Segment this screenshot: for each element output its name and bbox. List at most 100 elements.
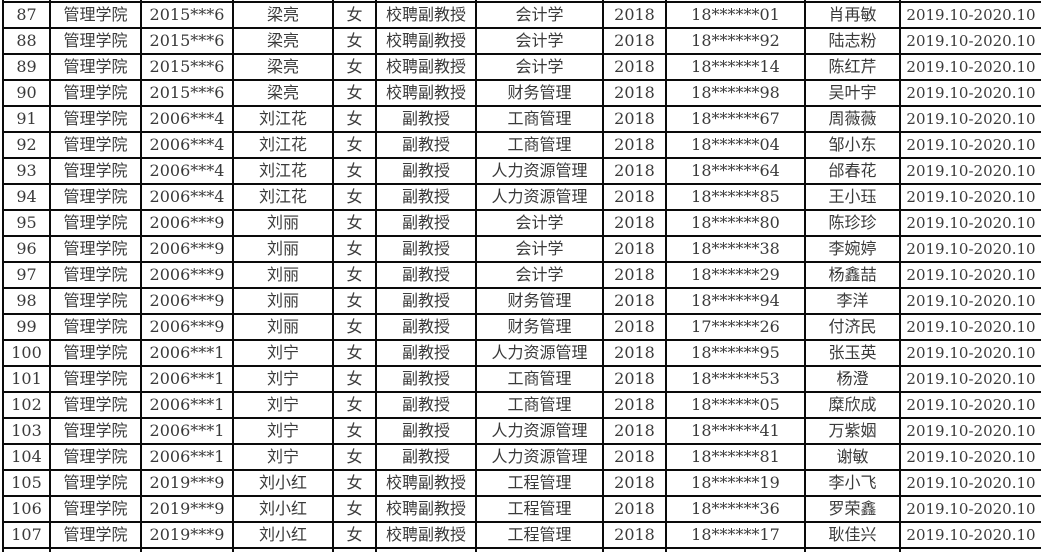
title-cell: 校聘副教授 [375, 27, 477, 55]
row-number-cell: 89 [2, 53, 51, 81]
year-cell: 2018 [602, 313, 667, 341]
title-cell: 副教授 [375, 131, 477, 159]
gender-cell: 女 [332, 235, 377, 263]
major-cell: 财务管理 [475, 313, 604, 341]
teacher-name-cell: 刘宁 [232, 443, 334, 471]
teacher-id-cell: 2006***4 [140, 183, 234, 211]
student-name-cell: 陈珍珍 [804, 209, 901, 237]
student-name-cell: 罗荣鑫 [804, 495, 901, 523]
gender-cell: 女 [332, 209, 377, 237]
major-cell: 工商管理 [475, 365, 604, 393]
year-cell: 2018 [602, 365, 667, 393]
table-cell [332, 547, 377, 552]
period-cell: 2019.10-2020.10 [899, 27, 1041, 55]
table-cell [2, 547, 51, 552]
title-cell: 校聘副教授 [375, 495, 477, 523]
student-name-cell: 陈红芹 [804, 53, 901, 81]
college-cell: 管理学院 [49, 261, 142, 289]
year-cell: 2018 [602, 209, 667, 237]
student-name-cell: 邹小东 [804, 131, 901, 159]
row-number-cell: 100 [2, 339, 51, 367]
student-name-cell: 李婉婷 [804, 235, 901, 263]
gender-cell: 女 [332, 339, 377, 367]
teacher-name-cell: 刘小红 [232, 495, 334, 523]
gender-cell: 女 [332, 261, 377, 289]
table-row: 103 管理学院 2006***1 刘宁女副教授 人力资源管理 2018 18******4… [2, 417, 1041, 445]
teacher-id-cell: 2006***9 [140, 287, 234, 315]
gender-cell: 女 [332, 105, 377, 133]
teacher-name-cell: 刘丽 [232, 209, 334, 237]
year-cell: 2018 [602, 495, 667, 523]
major-cell: 会计学 [475, 27, 604, 55]
student-name-cell: 杨澄 [804, 365, 901, 393]
gender-cell: 女 [332, 469, 377, 497]
college-cell: 管理学院 [49, 183, 142, 211]
table-row: 107 管理学院 2019***9 刘小红女校聘副教授 工程管理 2018 18******… [2, 521, 1041, 549]
year-cell: 2018 [602, 53, 667, 81]
period-cell: 2019.10-2020.10 [899, 495, 1041, 523]
student-name-cell: 张玉英 [804, 339, 901, 367]
row-number-cell: 88 [2, 27, 51, 55]
teacher-name-cell: 刘宁 [232, 391, 334, 419]
major-cell: 财务管理 [475, 79, 604, 107]
student-name-cell: 李洋 [804, 287, 901, 315]
student-name-cell: 谢敏 [804, 443, 901, 471]
college-cell: 管理学院 [49, 469, 142, 497]
major-cell: 会计学 [475, 1, 604, 29]
teacher-id-cell: 2006***1 [140, 365, 234, 393]
year-cell: 2018 [602, 417, 667, 445]
table-row: 106 管理学院 2019***9 刘小红女校聘副教授 工程管理 2018 18******… [2, 495, 1041, 523]
student-name-cell: 陆志粉 [804, 27, 901, 55]
row-number-cell: 94 [2, 183, 51, 211]
major-cell: 工商管理 [475, 131, 604, 159]
table-cell [475, 547, 604, 552]
teacher-name-cell: 刘丽 [232, 261, 334, 289]
major-cell: 财务管理 [475, 287, 604, 315]
major-cell: 工商管理 [475, 105, 604, 133]
major-cell: 工程管理 [475, 495, 604, 523]
partial-row-bottom [2, 547, 1041, 552]
gender-cell: 女 [332, 79, 377, 107]
title-cell: 副教授 [375, 365, 477, 393]
college-cell: 管理学院 [49, 287, 142, 315]
gender-cell: 女 [332, 53, 377, 81]
teacher-name-cell: 刘宁 [232, 417, 334, 445]
row-number-cell: 92 [2, 131, 51, 159]
teacher-id-cell: 2006***1 [140, 339, 234, 367]
table-row: 96 管理学院 2006***9 刘丽女副教授 会计学 2018 18******38 李婉婷… [2, 235, 1041, 263]
gender-cell: 女 [332, 365, 377, 393]
year-cell: 2018 [602, 261, 667, 289]
teacher-name-cell: 刘丽 [232, 287, 334, 315]
college-cell: 管理学院 [49, 495, 142, 523]
phone-cell: 17******26 [665, 313, 806, 341]
period-cell: 2019.10-2020.10 [899, 261, 1041, 289]
period-cell: 2019.10-2020.10 [899, 209, 1041, 237]
student-name-cell: 周薇薇 [804, 105, 901, 133]
row-number-cell: 105 [2, 469, 51, 497]
major-cell: 工程管理 [475, 521, 604, 549]
teacher-name-cell: 刘宁 [232, 339, 334, 367]
year-cell: 2018 [602, 339, 667, 367]
student-name-cell: 付济民 [804, 313, 901, 341]
teacher-id-cell: 2006***1 [140, 443, 234, 471]
table-row: 100 管理学院 2006***1 刘宁女副教授 人力资源管理 2018 18******9… [2, 339, 1041, 367]
period-cell: 2019.10-2020.10 [899, 287, 1041, 315]
table-row: 88 管理学院 2015***6 梁亮女校聘副教授 会计学 2018 18******92 陆… [2, 27, 1041, 55]
major-cell: 工商管理 [475, 391, 604, 419]
table-cell [49, 547, 142, 552]
teacher-id-cell: 2006***4 [140, 157, 234, 185]
major-cell: 人力资源管理 [475, 443, 604, 471]
title-cell: 副教授 [375, 105, 477, 133]
year-cell: 2018 [602, 1, 667, 29]
table-row: 99 管理学院 2006***9 刘丽女副教授 财务管理 2018 17******26 付济… [2, 313, 1041, 341]
phone-cell: 18******36 [665, 495, 806, 523]
phone-cell: 18******64 [665, 157, 806, 185]
teacher-name-cell: 梁亮 [232, 1, 334, 29]
teacher-name-cell: 刘江花 [232, 105, 334, 133]
phone-cell: 18******19 [665, 469, 806, 497]
year-cell: 2018 [602, 183, 667, 211]
gender-cell: 女 [332, 313, 377, 341]
phone-cell: 18******05 [665, 391, 806, 419]
period-cell: 2019.10-2020.10 [899, 1, 1041, 29]
